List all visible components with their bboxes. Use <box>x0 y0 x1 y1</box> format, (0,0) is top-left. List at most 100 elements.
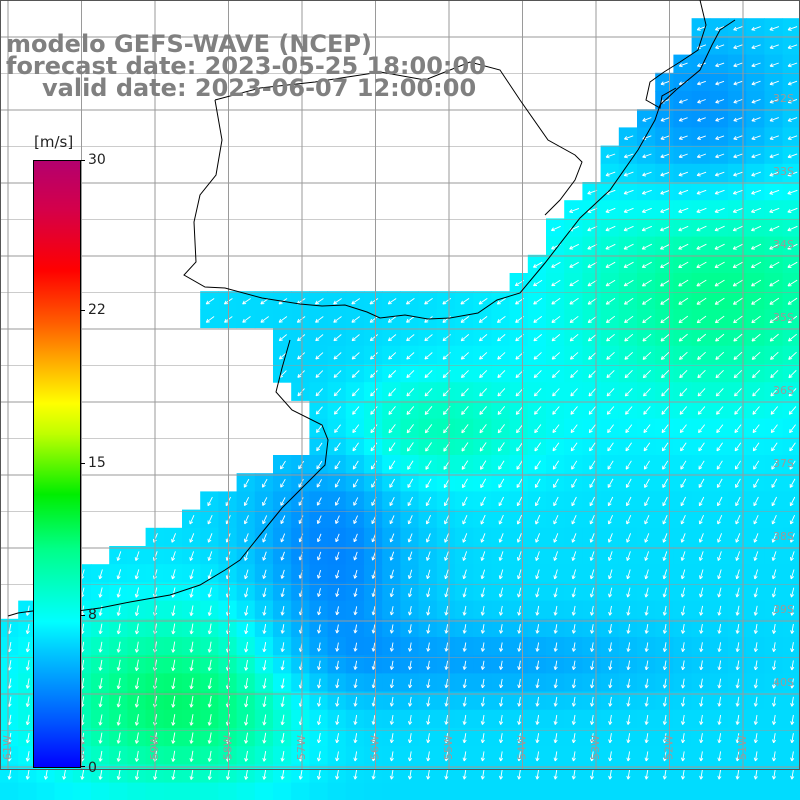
wind-speed-cell <box>382 418 401 438</box>
wind-speed-cell <box>91 728 110 747</box>
wind-arrow <box>98 659 103 671</box>
wind-arrow <box>388 370 397 378</box>
wind-arrow <box>717 751 722 762</box>
wind-speed-cell <box>546 345 565 365</box>
wind-arrow <box>207 623 212 635</box>
wind-arrow <box>316 714 322 725</box>
wind-arrow <box>769 80 779 86</box>
wind-speed-cell <box>91 746 110 765</box>
wind-arrow <box>498 714 504 725</box>
wind-arrow <box>425 533 431 543</box>
wind-arrow <box>499 678 504 689</box>
wind-speed-cell <box>564 673 583 693</box>
wind-speed-cell <box>345 691 365 711</box>
wind-speed-cell <box>345 345 365 365</box>
wind-speed-cell <box>455 455 474 474</box>
wind-speed-cell <box>0 728 19 747</box>
wind-arrow <box>280 678 285 689</box>
wind-speed-cell <box>709 691 729 711</box>
wind-speed-cell <box>273 709 292 729</box>
wind-speed-cell <box>618 746 638 765</box>
wind-speed-cell <box>364 364 383 383</box>
wind-arrow <box>717 605 722 616</box>
wind-arrow <box>753 642 758 652</box>
wind-speed-cell <box>218 728 238 747</box>
wind-speed-cell <box>673 509 693 529</box>
wind-speed-cell <box>618 163 638 183</box>
wind-arrow <box>262 714 267 726</box>
wind-arrow <box>297 388 305 397</box>
wind-arrow <box>787 62 798 68</box>
wind-speed-cell <box>546 673 565 693</box>
wind-speed-cell <box>582 473 602 492</box>
wind-speed-cell <box>655 327 674 347</box>
wind-speed-cell <box>764 746 784 765</box>
wind-speed-cell <box>564 364 583 383</box>
wind-arrow <box>462 660 467 670</box>
wind-arrow <box>389 496 395 506</box>
wind-arrow <box>461 424 469 434</box>
wind-speed-cell <box>163 546 183 565</box>
wind-speed-cell <box>582 182 602 201</box>
wind-arrow <box>753 496 759 507</box>
wind-speed-cell <box>491 728 511 747</box>
wind-speed-cell <box>673 473 693 492</box>
wind-speed-cell <box>400 436 420 456</box>
wind-arrow <box>426 769 431 780</box>
wind-arrow <box>244 641 249 653</box>
wind-arrow <box>660 189 670 195</box>
wind-arrow <box>315 298 324 305</box>
wind-arrow <box>607 460 614 470</box>
wind-speed-cell <box>709 291 729 310</box>
wind-speed-cell <box>273 364 292 383</box>
wind-speed-cell <box>509 564 529 583</box>
wind-arrow <box>371 587 376 598</box>
wind-arrow <box>533 370 542 379</box>
wind-arrow <box>498 478 505 488</box>
wind-arrow <box>751 315 761 324</box>
wind-arrow <box>788 369 797 379</box>
wind-arrow <box>769 297 780 305</box>
wind-arrow <box>242 316 251 323</box>
wind-speed-cell <box>691 582 711 602</box>
wind-speed-cell <box>273 527 292 547</box>
wind-speed-cell <box>418 291 438 310</box>
wind-arrow <box>735 569 740 580</box>
wind-speed-cell <box>491 382 511 401</box>
wind-arrow <box>660 225 671 232</box>
wind-arrow <box>498 769 504 780</box>
wind-arrow <box>733 26 743 31</box>
wind-arrow <box>589 515 595 525</box>
wind-speed-cell <box>473 309 492 329</box>
wind-arrow <box>770 369 779 379</box>
wind-arrow <box>678 279 689 287</box>
wind-speed-cell <box>236 637 256 656</box>
wind-arrow <box>207 641 212 653</box>
wind-speed-cell <box>109 746 128 765</box>
wind-arrow <box>751 44 761 49</box>
wind-speed-cell <box>600 691 620 711</box>
wind-speed-cell <box>327 691 347 711</box>
wind-arrow <box>644 642 649 652</box>
wind-arrow <box>406 352 415 360</box>
wind-speed-cell <box>455 782 474 800</box>
wind-speed-cell <box>18 637 37 656</box>
wind-speed-cell <box>473 564 492 583</box>
wind-arrow <box>262 660 267 671</box>
wind-speed-cell <box>455 473 474 492</box>
wind-speed-cell <box>163 655 183 674</box>
wind-speed-cell <box>273 618 292 638</box>
wind-speed-cell <box>200 728 219 747</box>
wind-speed-cell <box>728 600 747 620</box>
wind-speed-cell <box>273 782 292 800</box>
wind-speed-cell <box>746 473 765 492</box>
wind-speed-cell <box>600 145 620 165</box>
wind-arrow <box>316 569 322 579</box>
wind-speed-cell <box>91 618 110 638</box>
wind-arrow <box>171 623 176 635</box>
wind-arrow <box>771 605 777 616</box>
wind-speed-cell <box>600 473 620 492</box>
wind-arrow <box>534 442 542 452</box>
wind-arrow <box>351 352 360 360</box>
wind-speed-cell <box>546 455 565 474</box>
